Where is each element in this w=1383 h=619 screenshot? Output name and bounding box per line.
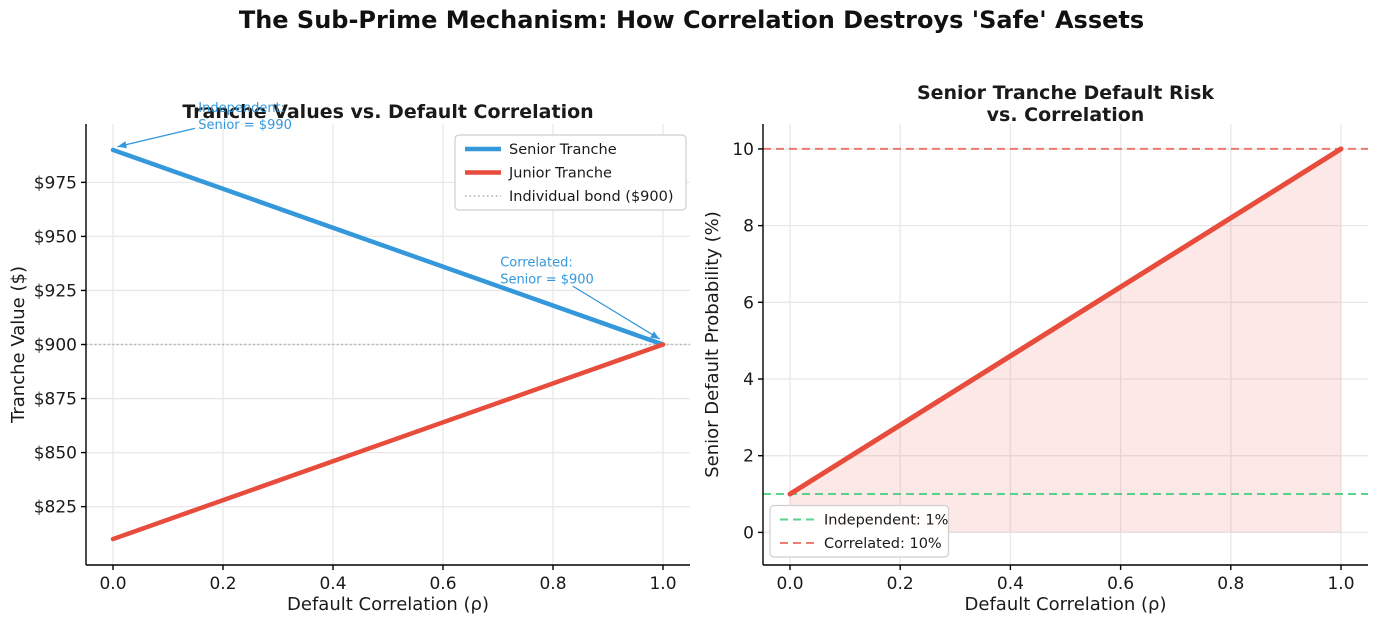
annotation-arrow [572,285,661,340]
y-axis-label: Tranche Value ($) [8,266,29,424]
x-tick-label: 0.6 [1107,574,1134,594]
y-tick-label: $900 [34,336,77,356]
legend-lower-left: Independent: 1% Correlated: 10% [769,504,950,558]
x-tick-label: 0.2 [209,574,236,594]
legend-upper-right: Senior Tranche Junior Tranche Individual b… [454,134,687,211]
x-tick-label: 0.4 [319,574,346,594]
annotation-text: Correlated: Senior = $900 [500,256,594,288]
y-tick-label: $925 [34,281,77,301]
x-tick-label: 1.0 [649,574,676,594]
x-tick-label: 1.0 [1327,574,1354,594]
x-axis-label: Default Correlation (ρ) [965,594,1167,615]
y-axis-label: Senior Default Probability (%) [705,211,723,478]
chart-title: Tranche Values vs. Default Correlation [182,101,593,123]
x-axis-label: Default Correlation (ρ) [287,594,489,615]
series-line-senior-default-probability [787,146,1344,497]
y-tick-label: 8 [743,217,754,237]
legend-label-senior-tranche: Senior Tranche [509,142,617,158]
y-tick-label: 2 [743,447,754,467]
series-line-junior-tranche [110,342,666,542]
y-tick-label: 4 [743,370,754,390]
annotation-text: Independent: Senior = $990 [198,101,292,133]
x-tick-label: 0.0 [99,574,126,594]
legend-label-individual-bond-900: Individual bond ($900) [509,189,674,205]
chart-title: Senior Tranche Default Risk [917,82,1214,104]
y-tick-label: 10 [732,140,754,160]
y-tick-label: $825 [34,498,77,518]
legend-box [454,134,687,211]
x-tick-label: 0.4 [997,574,1024,594]
chart-senior-default-risk: 0.0 0.2 0.4 0.6 0.8 1.0 0 2 4 6 8 10 Default Correla… [705,82,1368,615]
x-tick-label: 0.0 [776,574,803,594]
x-tick-label: 0.6 [429,574,456,594]
legend-label-junior-tranche: Junior Tranche [508,166,612,182]
y-tick-label: $850 [34,444,77,464]
x-tick-label: 0.8 [1217,574,1244,594]
legend-label-correlated-10: Correlated: 10% [824,536,942,552]
series-line-senior-tranche [110,147,666,347]
x-tick-label: 0.2 [887,574,914,594]
legend-box [769,504,950,558]
legend-label-independent-1: Independent: 1% [824,513,948,529]
annotation-arrowhead [117,141,127,149]
annotation-arrowhead [650,331,660,340]
y-tick-label: $875 [34,390,77,410]
figure-title: The Sub-Prime Mechanism: How Correlation… [238,6,1145,34]
area-fill-senior-default-probability [790,148,1341,533]
y-tick-label: $975 [34,173,77,193]
chart-tranche-values: 0.0 0.2 0.4 0.6 0.8 1.0 $825 $850 $875 $900 $925 $9… [8,101,690,615]
y-tick-label: 0 [743,523,754,543]
annotation-arrow [117,127,196,148]
y-tick-label: $950 [34,227,77,247]
x-tick-label: 0.8 [539,574,566,594]
y-tick-label: 6 [743,293,754,313]
chart-title: vs. Correlation [987,104,1145,126]
